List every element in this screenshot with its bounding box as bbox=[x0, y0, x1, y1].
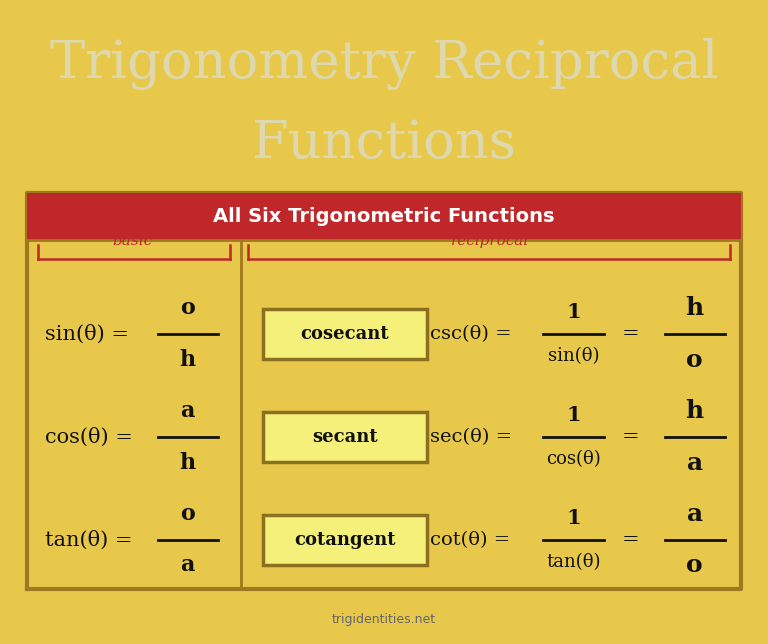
Text: 1: 1 bbox=[566, 405, 581, 425]
Text: =: = bbox=[621, 325, 639, 343]
Bar bbox=[27, 193, 741, 240]
Text: o: o bbox=[687, 553, 703, 578]
Text: secant: secant bbox=[312, 428, 378, 446]
FancyBboxPatch shape bbox=[263, 309, 427, 359]
Text: a: a bbox=[180, 400, 195, 422]
Text: a: a bbox=[180, 554, 195, 576]
Text: trigidentities.net: trigidentities.net bbox=[332, 613, 436, 626]
Text: a: a bbox=[687, 502, 703, 526]
Text: sin(θ) =: sin(θ) = bbox=[45, 324, 129, 343]
FancyBboxPatch shape bbox=[263, 515, 427, 565]
Text: o: o bbox=[180, 297, 195, 319]
Text: o: o bbox=[687, 348, 703, 372]
Text: cotangent: cotangent bbox=[294, 531, 396, 549]
Text: 1: 1 bbox=[566, 508, 581, 528]
Text: 1: 1 bbox=[566, 302, 581, 322]
Text: Functions: Functions bbox=[251, 118, 517, 169]
Text: cos(θ) =: cos(θ) = bbox=[45, 427, 133, 446]
Text: All Six Trigonometric Functions: All Six Trigonometric Functions bbox=[214, 207, 554, 226]
FancyBboxPatch shape bbox=[263, 412, 427, 462]
Text: sec(θ) =: sec(θ) = bbox=[430, 428, 512, 446]
Text: tan(θ): tan(θ) bbox=[546, 553, 601, 571]
Text: cosecant: cosecant bbox=[300, 325, 389, 343]
Text: sin(θ): sin(θ) bbox=[548, 346, 599, 365]
Text: tan(θ) =: tan(θ) = bbox=[45, 530, 132, 549]
Text: h: h bbox=[180, 348, 196, 370]
Text: cos(θ): cos(θ) bbox=[546, 450, 601, 468]
Text: h: h bbox=[180, 451, 196, 473]
Text: Trigonometry Reciprocal: Trigonometry Reciprocal bbox=[50, 38, 718, 90]
Text: h: h bbox=[686, 399, 703, 423]
Text: basic: basic bbox=[113, 234, 153, 248]
Text: cot(θ) =: cot(θ) = bbox=[430, 531, 511, 549]
Text: reciprocal: reciprocal bbox=[451, 234, 529, 248]
Text: a: a bbox=[687, 451, 703, 475]
Text: =: = bbox=[621, 427, 639, 446]
Text: o: o bbox=[180, 503, 195, 525]
Text: csc(θ) =: csc(θ) = bbox=[430, 325, 512, 343]
Text: h: h bbox=[686, 296, 703, 320]
Text: =: = bbox=[621, 530, 639, 549]
